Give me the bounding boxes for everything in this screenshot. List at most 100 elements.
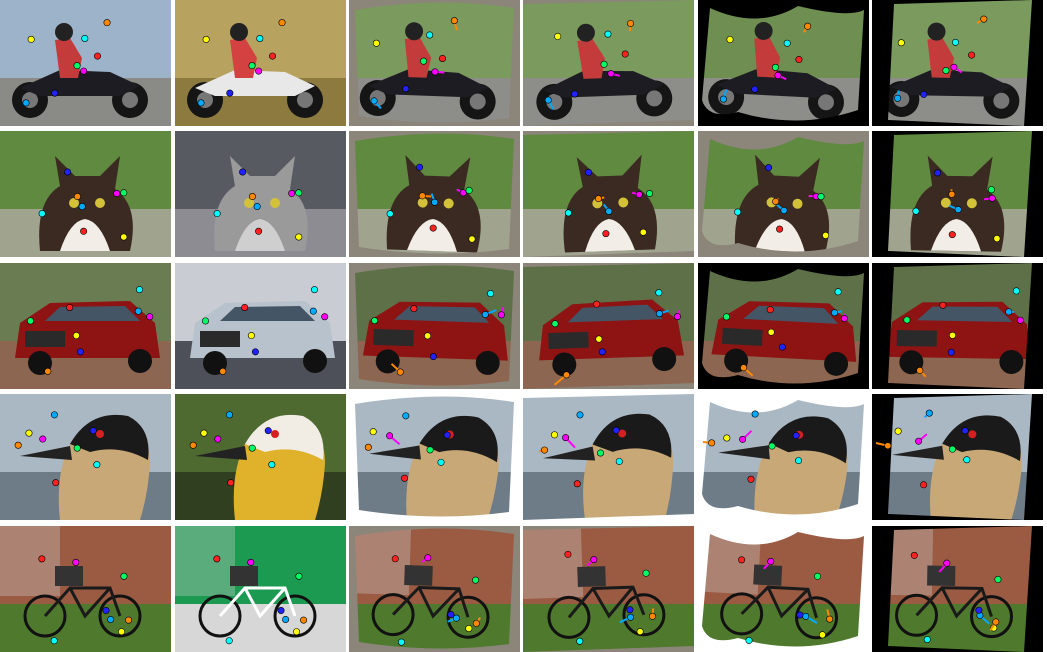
keypoint-marker — [605, 31, 611, 37]
motorcycle-warp-image — [872, 0, 1043, 126]
keypoint-marker — [627, 607, 633, 613]
keypoint-marker — [772, 198, 778, 204]
keypoint-marker — [656, 310, 662, 316]
keypoint-marker — [608, 70, 614, 76]
bicycle-warp-image — [698, 526, 869, 652]
keypoint-marker — [989, 195, 995, 201]
keypoint-marker — [392, 556, 398, 562]
keypoint-marker — [45, 368, 51, 374]
keypoint-marker — [27, 318, 33, 324]
row-cat — [0, 131, 1047, 257]
keypoint-marker — [577, 412, 583, 418]
keypoint-marker — [227, 90, 233, 96]
keypoint-marker — [904, 317, 910, 323]
keypoint-marker — [913, 208, 919, 214]
keypoint-marker — [416, 164, 422, 170]
keypoint-marker — [643, 570, 649, 576]
keypoint-marker — [113, 190, 119, 196]
car-grille — [25, 331, 65, 347]
keypoint-marker — [26, 430, 32, 436]
keypoint-marker — [597, 450, 603, 456]
keypoint-marker — [768, 329, 774, 335]
keypoint-marker — [1006, 309, 1012, 315]
keypoint-marker — [52, 90, 58, 96]
fence — [523, 527, 583, 599]
keypoint-marker — [768, 558, 774, 564]
keypoint-marker — [674, 313, 680, 319]
keypoint-marker — [147, 314, 153, 320]
keypoint-marker — [781, 207, 787, 213]
bicycle-target-image — [175, 526, 346, 652]
keypoint-marker — [214, 556, 220, 562]
keypoint-marker — [993, 619, 999, 625]
car-warp-image — [523, 263, 694, 389]
keypoint-marker — [949, 231, 955, 237]
keypoint-marker — [746, 637, 752, 643]
photo-canvas — [0, 0, 171, 126]
keypoint-marker — [627, 614, 633, 620]
keypoint-marker — [439, 55, 445, 61]
keypoint-marker — [311, 286, 317, 292]
keypoint-marker — [898, 40, 904, 46]
keypoint-marker — [797, 612, 803, 618]
photo-canvas — [175, 0, 346, 126]
keypoint-marker — [254, 203, 260, 209]
keypoint-marker — [895, 428, 901, 434]
keypoint-marker — [460, 190, 466, 196]
photo-canvas — [872, 0, 1043, 126]
keypoint-marker — [551, 432, 557, 438]
car-source-image — [0, 263, 171, 389]
bike-basket — [577, 566, 606, 587]
keypoint-marker — [616, 458, 622, 464]
keypoint-marker — [373, 40, 379, 46]
keypoint-marker — [403, 86, 409, 92]
keypoint-marker — [121, 573, 127, 579]
keypoint-marker — [249, 445, 255, 451]
keypoint-marker — [371, 317, 377, 323]
keypoint-marker — [80, 68, 86, 74]
keypoint-marker — [795, 457, 801, 463]
cat-target-image — [175, 131, 346, 257]
bird-warp-image — [872, 394, 1043, 520]
keypoint-marker — [430, 353, 436, 359]
car-grille — [200, 331, 240, 347]
keypoint-marker — [398, 639, 404, 645]
keypoint-marker — [73, 332, 79, 338]
keypoint-marker — [934, 170, 940, 176]
photo-canvas — [872, 526, 1043, 652]
motorcycle-source-image — [0, 0, 171, 126]
keypoint-marker — [103, 607, 109, 613]
keypoint-marker — [136, 286, 142, 292]
cat-warp-image — [698, 131, 869, 257]
keypoint-marker — [724, 435, 730, 441]
keypoint-marker — [427, 447, 433, 453]
keypoint-marker — [831, 310, 837, 316]
keypoint-marker — [563, 372, 569, 378]
keypoint-marker — [466, 187, 472, 193]
keypoint-marker — [487, 290, 493, 296]
keypoint-marker — [265, 427, 271, 433]
keypoint-marker — [23, 100, 29, 106]
keypoint-marker — [748, 476, 754, 482]
fence — [0, 526, 60, 596]
keypoint-marker — [401, 475, 407, 481]
car-windshield — [917, 305, 1012, 322]
keypoint-marker — [949, 446, 955, 452]
motorcycle-warp-image — [349, 0, 520, 126]
keypoint-marker — [241, 304, 247, 310]
photo-canvas — [349, 263, 520, 389]
photo-canvas — [872, 131, 1043, 257]
keypoint-marker — [226, 637, 232, 643]
keypoint-marker — [82, 35, 88, 41]
photo-canvas — [0, 131, 171, 257]
keypoint-marker — [1013, 288, 1019, 294]
photo-canvas — [698, 526, 869, 652]
bird-warp-image — [698, 394, 869, 520]
car-grille — [373, 329, 414, 346]
keypoint-marker — [995, 576, 1001, 582]
keypoint-marker — [249, 62, 255, 68]
keypoint-marker — [248, 332, 254, 338]
keypoint-marker — [793, 432, 799, 438]
keypoint-marker — [917, 367, 923, 373]
